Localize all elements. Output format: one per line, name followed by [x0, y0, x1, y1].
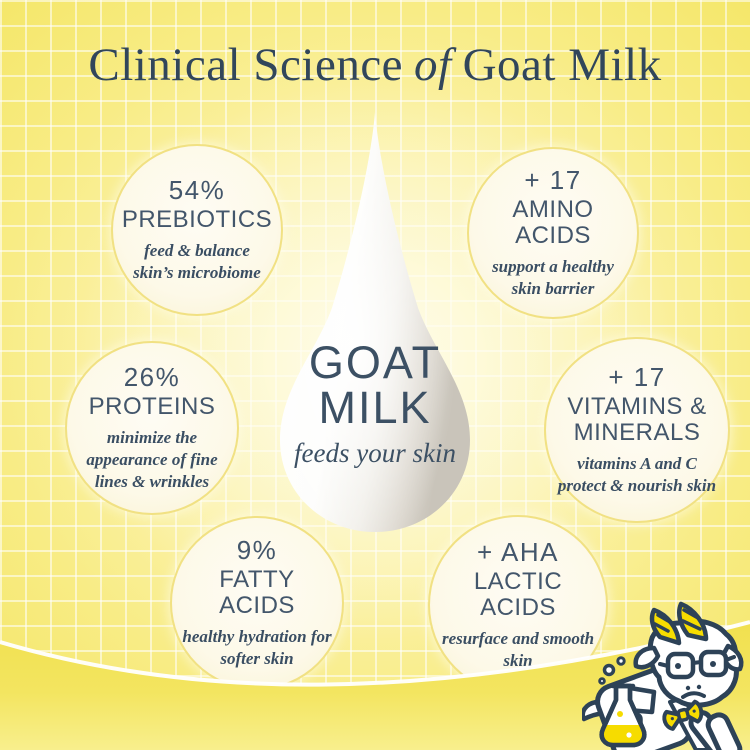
bubble-desc: healthy hydration for softer skin — [182, 627, 332, 669]
drop-caption: GOAT MILK feeds your skin — [260, 340, 490, 469]
milk-drop-icon — [280, 112, 470, 532]
bubble-name: FATTY ACIDS — [219, 565, 295, 620]
bubble-desc: feed & balance skin’s microbiome — [133, 241, 261, 282]
page-title: Clinical Science of Goat Milk — [0, 38, 750, 92]
drop-line1: GOAT — [308, 337, 442, 388]
bubble-name: VITAMINS & MINERALS — [567, 392, 707, 447]
bubble-prebiotics: 54% PREBIOTICS feed & balance skin’s mic… — [111, 144, 283, 316]
title-part2: Goat Milk — [462, 39, 662, 91]
drop-tagline: feeds your skin — [294, 438, 456, 468]
title-italic: of — [414, 39, 452, 91]
bubble-amino-acids: + 17 AMINO ACIDS support a healthy skin … — [467, 147, 639, 319]
bubble-proteins: 26% PROTEINS minimize the appearance of … — [65, 341, 239, 515]
bubble-value: + 17 — [608, 362, 666, 393]
bubble-lactic-acids: + AHA LACTIC ACIDS resurface and smooth … — [428, 515, 608, 695]
bubble-name: PREBIOTICS — [121, 205, 273, 233]
drop-line2: MILK — [318, 382, 432, 433]
bubble-value: + 17 — [524, 165, 582, 196]
bubble-fatty-acids: 9% FATTY ACIDS healthy hydration for sof… — [170, 516, 344, 690]
bubble-desc: resurface and smooth skin — [441, 629, 595, 671]
bubble-name: PROTEINS — [88, 392, 216, 420]
bubble-value: + AHA — [477, 537, 559, 568]
bubble-value: 26% — [123, 362, 181, 393]
bubble-value: 9% — [236, 535, 278, 566]
goat-scientist-flask-icon — [582, 601, 744, 750]
bottom-swoosh — [0, 620, 750, 750]
bubble-value: 54% — [168, 175, 226, 206]
bubble-desc: minimize the appearance of fine lines & … — [86, 428, 218, 491]
bubble-name: LACTIC ACIDS — [473, 567, 563, 622]
bubble-vitamins-minerals: + 17 VITAMINS & MINERALS vitamins A and … — [544, 337, 730, 523]
bubble-desc: support a healthy skin barrier — [492, 257, 614, 299]
title-part1: Clinical Science — [88, 39, 404, 91]
bubble-desc: vitamins A and C protect & nourish skin — [557, 454, 717, 496]
bubble-name: AMINO ACIDS — [512, 195, 594, 250]
